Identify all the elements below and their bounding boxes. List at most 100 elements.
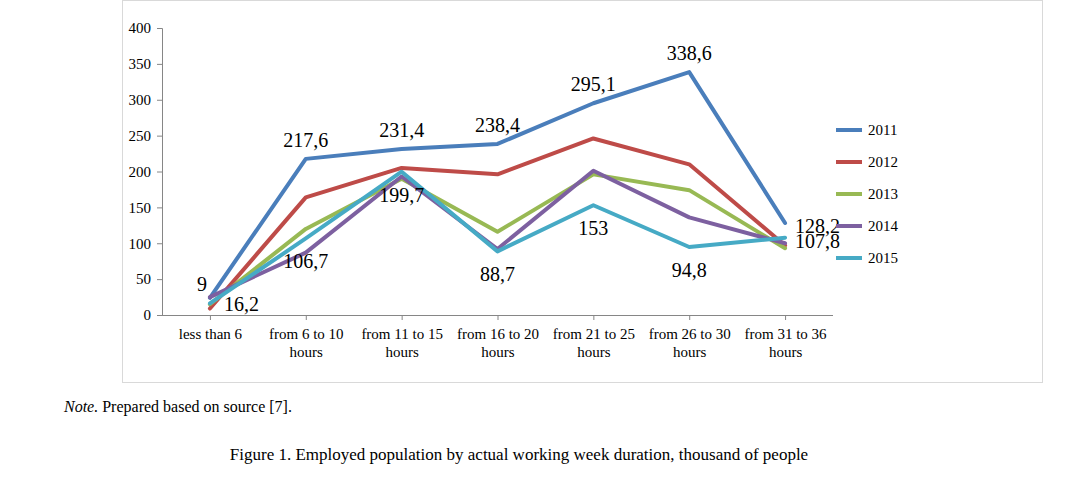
- x-tick-label-line: hours: [290, 344, 323, 360]
- y-tick: 150: [129, 200, 163, 216]
- y-axis-line: [157, 29, 163, 316]
- x-tick-mark: [593, 315, 594, 320]
- legend-label: 2011: [868, 122, 897, 138]
- y-axis: 0 50 100 150 200 250 300 350 400: [129, 20, 163, 323]
- x-tick-mark: [498, 315, 499, 320]
- legend-label: 2013: [868, 186, 898, 202]
- y-tick: 400: [129, 20, 163, 36]
- y-tick-label: 50: [136, 271, 151, 287]
- data-label: 295,1: [571, 73, 616, 95]
- x-tick-label-line: from 21 to 25: [553, 326, 635, 342]
- chart: 0 50 100 150 200 250 300 350 400 less than 6 from …: [0, 0, 1073, 477]
- y-tick: 0: [144, 307, 163, 323]
- data-label: 238,4: [475, 114, 520, 136]
- y-tick-mark: [157, 64, 162, 65]
- legend-swatch: [836, 128, 862, 132]
- x-tick-label-line: from 6 to 10: [269, 326, 344, 342]
- x-tick-label-line: hours: [385, 344, 418, 360]
- x-tick-label: from 16 to 20 hours: [457, 326, 539, 361]
- x-tick-label-line: hours: [673, 344, 706, 360]
- data-label: 153: [578, 217, 608, 239]
- x-tick-label-line: less than 6: [179, 326, 243, 342]
- legend-item: 2015: [836, 250, 898, 266]
- legend-swatch: [836, 256, 862, 260]
- x-tick-label: from 26 to 30 hours: [649, 326, 731, 361]
- x-tick-label: less than 6: [179, 326, 243, 342]
- series-line: [210, 171, 785, 297]
- series-line: [210, 174, 785, 304]
- x-tick: from 11 to 15 hours: [361, 315, 443, 360]
- x-tick: less than 6: [179, 315, 243, 342]
- note-part: Note.: [63, 398, 98, 415]
- y-tick-mark: [157, 315, 162, 316]
- x-tick: from 21 to 25 hours: [553, 315, 635, 360]
- note: Note. Prepared based on source [7].: [63, 398, 292, 416]
- legend-swatch: [836, 160, 862, 164]
- legend-item: 2011: [836, 122, 897, 138]
- y-tick-label: 350: [129, 56, 152, 72]
- legend: 2011 2012 2013 2014 2015: [836, 122, 899, 266]
- x-tick: from 26 to 30 hours: [649, 315, 731, 360]
- data-label: 231,4: [379, 119, 424, 141]
- y-tick: 350: [129, 56, 163, 72]
- data-label: 106,7: [283, 250, 328, 272]
- y-tick-mark: [157, 28, 162, 29]
- y-tick: 50: [136, 271, 162, 287]
- y-tick-label: 200: [129, 164, 152, 180]
- data-label: 88,7: [480, 263, 515, 285]
- legend-label: 2015: [868, 250, 898, 266]
- x-tick-label-line: hours: [577, 344, 610, 360]
- y-tick-mark: [157, 207, 162, 208]
- x-tick-label: from 31 to 36 hours: [745, 326, 828, 361]
- y-tick-label: 150: [129, 200, 152, 216]
- x-tick-label-line: from 16 to 20: [457, 326, 539, 342]
- data-label: 107,8: [795, 230, 840, 252]
- legend-label: 2014: [868, 218, 899, 234]
- y-tick: 100: [129, 236, 163, 252]
- x-tick-label-line: from 31 to 36: [745, 326, 828, 342]
- x-tick-label-line: hours: [481, 344, 514, 360]
- data-label: 217,6: [283, 129, 328, 151]
- y-tick-label: 0: [144, 307, 152, 323]
- data-label: 16,2: [224, 293, 259, 315]
- x-tick-label: from 11 to 15 hours: [361, 326, 443, 361]
- legend-item: 2013: [836, 186, 898, 202]
- data-labels: 217,6231,4238,4295,1338,6128,2916,2106,7…: [197, 42, 840, 315]
- x-tick: from 16 to 20 hours: [457, 315, 539, 360]
- y-tick-mark: [157, 279, 162, 280]
- series-line: [210, 172, 785, 304]
- y-tick-mark: [157, 243, 162, 244]
- x-tick-label-line: hours: [769, 344, 802, 360]
- x-tick-mark: [785, 315, 786, 320]
- x-axis: less than 6from 6 to 10hoursfrom 11 to 1…: [162, 315, 833, 360]
- data-label: 94,8: [672, 259, 707, 281]
- y-tick-label: 300: [129, 92, 152, 108]
- y-tick: 200: [129, 164, 163, 180]
- x-tick-mark: [689, 315, 690, 320]
- x-tick-mark: [306, 315, 307, 320]
- legend-item: 2012: [836, 154, 898, 170]
- y-tick-label: 100: [129, 236, 152, 252]
- x-tick-mark: [210, 315, 211, 320]
- legend-swatch: [836, 192, 862, 196]
- legend-item: 2014: [836, 218, 899, 234]
- x-tick-label: from 21 to 25 hours: [553, 326, 635, 361]
- legend-label: 2012: [868, 154, 898, 170]
- x-tick-mark: [402, 315, 403, 320]
- chart-title: Figure 1. Employed population by actual …: [230, 445, 808, 464]
- y-tick-mark: [157, 100, 162, 101]
- x-tick-label: from 6 to 10 hours: [269, 326, 344, 361]
- note-part: Prepared based on source [7].: [98, 398, 292, 416]
- x-tick-label-line: from 11 to 15: [361, 326, 443, 342]
- chart-frame: [123, 1, 1043, 383]
- y-tick-label: 250: [129, 128, 152, 144]
- series-line: [210, 72, 785, 298]
- x-tick-label-line: from 26 to 30: [649, 326, 731, 342]
- series-line: [210, 138, 785, 308]
- y-tick: 250: [129, 128, 163, 144]
- legend-swatch: [836, 224, 862, 228]
- data-label: 199,7: [379, 184, 424, 206]
- y-tick-mark: [157, 136, 162, 137]
- data-label: 338,6: [667, 42, 712, 64]
- plot-area: [210, 72, 785, 308]
